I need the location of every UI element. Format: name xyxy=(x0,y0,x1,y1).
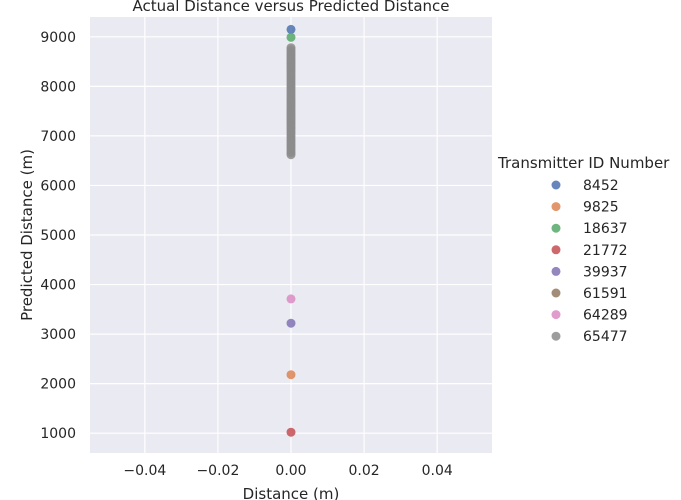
data-point-39937 xyxy=(286,318,296,328)
x-tick-label: 0.02 xyxy=(349,463,380,479)
data-point-65477 xyxy=(286,43,296,53)
legend-marker-61591 xyxy=(551,288,561,298)
legend-marker-18637 xyxy=(551,223,561,233)
x-tick-label: 0.00 xyxy=(275,463,306,479)
y-tick-label: 4000 xyxy=(40,278,76,294)
legend-label-64289: 64289 xyxy=(583,308,628,324)
y-tick-label: 9000 xyxy=(40,30,76,46)
legend-title: Transmitter ID Number xyxy=(497,154,670,172)
legend-label-39937: 39937 xyxy=(583,264,628,280)
data-point-64289 xyxy=(286,294,296,304)
x-tick-label: 0.04 xyxy=(422,463,453,479)
legend: Transmitter ID Number 8452 9825 18637 21772… xyxy=(497,154,670,345)
y-tick-label: 8000 xyxy=(40,79,76,95)
data-point-9825 xyxy=(286,370,296,380)
x-tick-label: −0.04 xyxy=(123,463,166,479)
legend-label-18637: 18637 xyxy=(583,221,628,237)
legend-label-9825: 9825 xyxy=(583,200,619,216)
y-tick-label: 1000 xyxy=(40,426,76,442)
legend-label-8452: 8452 xyxy=(583,178,619,194)
legend-marker-9825 xyxy=(551,202,561,212)
legend-marker-8452 xyxy=(551,180,561,190)
y-tick-label: 7000 xyxy=(40,129,76,145)
legend-marker-64289 xyxy=(551,310,561,320)
data-point-21772 xyxy=(286,427,296,437)
x-tick-label: −0.02 xyxy=(196,463,239,479)
y-tick-label: 3000 xyxy=(40,327,76,343)
data-point-18637 xyxy=(286,32,296,42)
legend-label-21772: 21772 xyxy=(583,243,628,259)
x-axis-label: Distance (m) xyxy=(243,485,340,500)
legend-marker-65477 xyxy=(551,331,561,341)
legend-label-61591: 61591 xyxy=(583,286,628,302)
y-axis-label: Predicted Distance (m) xyxy=(18,149,36,321)
data-point-8452 xyxy=(286,24,296,34)
y-tick-label: 5000 xyxy=(40,228,76,244)
legend-label-65477: 65477 xyxy=(583,329,628,345)
chart-title: Actual Distance versus Predicted Distanc… xyxy=(132,0,449,15)
data-points xyxy=(286,24,296,437)
y-tick-label: 2000 xyxy=(40,377,76,393)
y-tick-label: 6000 xyxy=(40,178,76,194)
legend-marker-21772 xyxy=(551,245,561,255)
axis-ticks: −0.04 −0.02 0.00 0.02 0.04 1000 2000 3000 4000 50… xyxy=(40,30,453,479)
legend-marker-39937 xyxy=(551,266,561,276)
